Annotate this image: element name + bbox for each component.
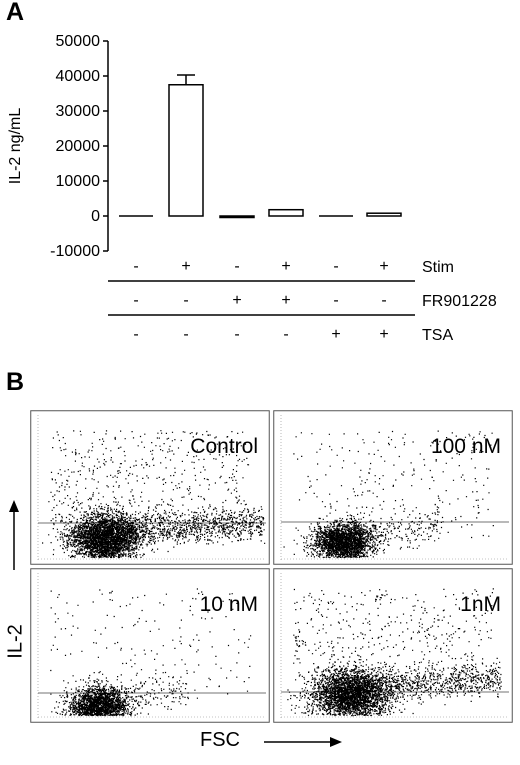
event-dots [42,430,266,559]
flow-panel-10nm: 10 nM [30,568,270,723]
y-tick-label: 20000 [56,138,101,155]
y-axis-label: IL-2 ng/mL [7,108,24,185]
condition-symbol: - [133,326,138,343]
event-dots [283,430,494,559]
condition-name: FR901228 [422,293,497,310]
event-dots [50,588,252,717]
facs-x-label: FSC [200,729,240,751]
x-arrow-head [330,737,342,747]
condition-name: TSA [422,327,453,344]
condition-symbol: - [234,326,239,343]
y-ticks: -10000 0 10000 20000 30000 40000 50000 [50,33,108,260]
condition-symbol: + [281,292,290,309]
condition-name: Stim [422,259,454,276]
condition-symbol: - [333,258,338,275]
y-tick-label: -10000 [50,243,100,260]
condition-symbol: - [183,292,188,309]
condition-symbol: - [234,258,239,275]
bar [366,212,402,217]
bar-chart: -10000 0 10000 20000 30000 40000 50000 IL-2 ng… [7,33,497,344]
y-tick-label: 10000 [56,173,101,190]
flow-plot-10nm: 10 nM [30,568,270,723]
bars [119,74,402,219]
condition-symbol: + [379,258,388,275]
flow-plot-control: Control [30,410,270,565]
flow-plot-frame [30,568,270,723]
bar [219,215,255,219]
bar [168,84,204,217]
condition-symbol: - [333,292,338,309]
condition-symbol: - [133,258,138,275]
condition-symbol: + [232,292,241,309]
flow-panel-title: 100 nM [431,435,501,458]
flow-plot-100nm: 100 nM [273,410,513,565]
flow-panel-1nm: 1nM [273,568,513,723]
flow-panel-control: Control [30,410,270,565]
facs-y-label: IL-2 [4,624,27,659]
flow-plot-frame [273,410,513,565]
condition-table: - + - + - + Stim - - + + - - FR901228 - - - - + + TSA [108,258,497,344]
condition-symbol: - [381,292,386,309]
flow-panel-title: Control [190,435,258,458]
y-tick-label: 30000 [56,103,101,120]
flow-panel-100nm: 100 nM [273,410,513,565]
y-tick-label: 0 [91,208,100,225]
panel-a-letter: A [6,0,25,26]
condition-symbol: + [181,258,190,275]
bar [268,208,304,217]
y-tick-label: 40000 [56,68,101,85]
condition-symbol: - [183,326,188,343]
y-arrow-head [9,500,19,512]
facs-figure: Control 100 nM 10 nM 1nM [30,410,520,723]
flow-panel-title: 10 nM [200,593,258,616]
condition-symbol: + [281,258,290,275]
flow-plot-1nm: 1nM [273,568,513,723]
panel-b-letter: B [6,368,25,396]
condition-symbol: + [379,326,388,343]
event-dots [287,588,502,717]
y-tick-label: 50000 [56,33,101,50]
condition-symbol: + [331,326,340,343]
condition-symbol: - [283,326,288,343]
condition-symbol: - [133,292,138,309]
flow-panel-title: 1nM [460,593,501,616]
